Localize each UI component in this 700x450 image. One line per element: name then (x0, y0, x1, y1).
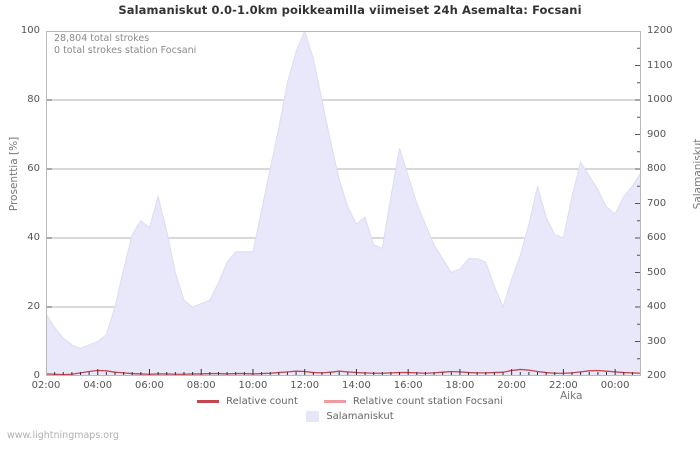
legend-label: Salamaniskut (326, 411, 394, 422)
y-tick-label-left: 60 (27, 163, 40, 174)
y-axis-title-right: Salamaniskut (692, 138, 700, 210)
y-tick-label-right: 800 (647, 163, 667, 174)
legend-label: Relative count station Focsani (352, 396, 503, 407)
legend-swatch-line-icon (323, 400, 346, 403)
x-tick-label: 22:00 (548, 380, 578, 391)
x-tick-label: 12:00 (290, 380, 320, 391)
x-tick-label: 06:00 (135, 380, 164, 391)
legend-row-1: Relative count Relative count station Fo… (0, 394, 700, 409)
y-tick-label-right: 400 (647, 301, 667, 312)
y-tick-label-right: 1200 (647, 25, 673, 36)
page-title: Salamaniskut 0.0-1.0km poikkeamilla viim… (118, 3, 582, 17)
legend-item-salamaniskut[interactable]: Salamaniskut (306, 411, 394, 422)
legend-row-2: Salamaniskut (0, 409, 700, 424)
x-tick-label: 04:00 (83, 380, 113, 391)
watermark-url: www.lightningmaps.org (7, 430, 119, 441)
legend-swatch-area-icon (306, 411, 320, 422)
plot-svg (46, 31, 641, 376)
x-tick-label: 02:00 (31, 380, 61, 391)
x-axis-title: Aika (560, 390, 583, 402)
x-tick-label: 08:00 (186, 380, 216, 391)
y-tick-label-right: 700 (647, 197, 667, 209)
y-tick-label-right: 300 (647, 335, 667, 347)
y-tick-label-left: 40 (27, 232, 40, 243)
legend-item-relative-count[interactable]: Relative count (197, 396, 298, 407)
y-tick-label-left: 100 (20, 25, 40, 36)
annotation-station-strokes: 0 total strokes station Focsani (54, 45, 197, 56)
x-tick-label: 16:00 (393, 380, 423, 391)
y-tick-label-right: 500 (647, 266, 667, 278)
y-tick-label-left: 20 (27, 301, 40, 312)
legend-swatch-line-icon (197, 400, 220, 403)
y-tick-label-right: 900 (647, 128, 667, 140)
y-tick-label-left: 0 (33, 370, 40, 381)
y-tick-label-left: 80 (27, 94, 40, 105)
x-tick-label: 20:00 (497, 380, 527, 391)
annotation-total-strokes: 28,804 total strokes (54, 33, 150, 44)
y-tick-label-right: 600 (647, 232, 667, 243)
legend-item-relative-count-station[interactable]: Relative count station Focsani (323, 396, 503, 407)
chart-legend: Relative count Relative count station Fo… (0, 394, 700, 424)
x-tick-label: 14:00 (342, 380, 371, 391)
plot-area (46, 31, 641, 376)
x-tick-label: 10:00 (238, 380, 268, 391)
x-tick-label: 18:00 (445, 380, 475, 391)
y-tick-label-right: 1100 (647, 59, 673, 71)
y-tick-label-right: 1000 (647, 94, 673, 105)
x-tick-label: 00:00 (600, 380, 630, 391)
legend-label: Relative count (226, 396, 298, 407)
y-tick-label-right: 200 (647, 370, 667, 381)
